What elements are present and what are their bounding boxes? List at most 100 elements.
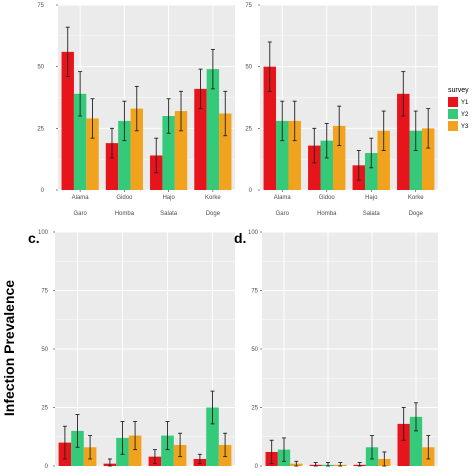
- legend-key-Y1: [448, 97, 458, 107]
- y-tick-label: 25: [41, 406, 48, 412]
- bar-Y2-gidoo: [118, 120, 131, 190]
- bar-Y3-gidoo: [128, 435, 142, 466]
- error-bar-Y1-korke: [197, 453, 202, 465]
- error-bar-Y1-korke: [401, 71, 406, 117]
- y-tick-label: 100: [248, 230, 259, 236]
- bar-Y1-korke: [397, 423, 410, 466]
- legend-title: survey: [448, 87, 469, 94]
- panel-letter: d.: [234, 230, 246, 246]
- bar-Y2-hajo: [161, 435, 174, 466]
- error-bar-Y3-hajo: [178, 432, 183, 458]
- error-bar-Y2-gidoo: [324, 122, 329, 159]
- legend-label: Y1: [461, 100, 469, 106]
- bar-Y1-alama: [61, 51, 74, 190]
- error-bar-Y3-hajo: [381, 110, 386, 151]
- bar-Y1-gidoo: [308, 145, 321, 190]
- error-bar-Y2-korke: [210, 390, 215, 425]
- bar-Y2-alama: [71, 430, 84, 466]
- error-bar-Y3-gidoo: [133, 421, 138, 451]
- x-tick-label: Alama: [72, 195, 90, 201]
- error-bar-Y3-alama: [88, 435, 93, 460]
- error-bar-Y2-korke: [210, 48, 215, 90]
- y-tick-label: 25: [37, 126, 44, 132]
- y-tick-label: 75: [245, 3, 252, 9]
- x-tick-label: Hajo: [162, 195, 175, 201]
- bar-Y1-korke: [194, 88, 207, 190]
- error-bar-Y3-hajo: [179, 90, 184, 132]
- error-bar-Y1-alama: [269, 439, 274, 465]
- bar-Y3-korke: [421, 128, 435, 190]
- bar-Y2-korke: [206, 407, 219, 466]
- x-tick-label: Alama: [274, 195, 292, 201]
- legend-label: Y3: [461, 124, 469, 130]
- error-bar-Y1-gidoo: [107, 458, 112, 467]
- error-bar-Y3-gidoo: [337, 105, 342, 147]
- y-axis-title: Infection Prevalence: [1, 280, 17, 416]
- y-tick-label: 0: [45, 464, 49, 470]
- y-tick-label: 50: [251, 347, 258, 353]
- error-bar-Y2-hajo: [166, 98, 171, 134]
- x-tick-sublabel: Homba: [115, 211, 135, 217]
- x-tick-label: Korke: [408, 195, 424, 201]
- x-tick-sublabel: Doge: [206, 211, 221, 217]
- error-bar-Y3-korke: [426, 435, 431, 460]
- error-bar-Y3-alama: [90, 98, 95, 139]
- x-tick-label: Hajo: [365, 195, 378, 201]
- error-bar-Y3-hajo: [382, 451, 387, 467]
- error-bar-Y3-alama: [294, 460, 299, 467]
- y-tick-label: 50: [245, 65, 252, 71]
- x-tick-sublabel: Doge: [409, 211, 424, 217]
- y-tick-label: 75: [41, 289, 48, 295]
- bar-Y3-korke: [219, 113, 232, 190]
- x-tick-label: Korke: [205, 195, 221, 201]
- bar-Y3-hajo: [174, 111, 188, 190]
- error-bar-Y2-alama: [282, 437, 286, 462]
- x-tick-sublabel: Homba: [317, 211, 337, 217]
- error-bar-Y1-hajo: [357, 462, 362, 467]
- error-bar-Y2-alama: [78, 71, 83, 117]
- error-bar-Y3-gidoo: [338, 462, 343, 467]
- bar-Y2-korke: [206, 69, 220, 190]
- bar-Y2-korke: [409, 416, 423, 466]
- bar-Y2-alama: [73, 93, 87, 190]
- y-tick-label: 0: [255, 464, 259, 470]
- bar-Y1-alama: [263, 66, 277, 190]
- error-bar-Y1-alama: [267, 41, 272, 92]
- error-bar-Y2-alama: [280, 100, 285, 142]
- error-bar-Y2-alama: [75, 414, 80, 448]
- legend-key-Y3: [448, 121, 458, 131]
- error-bar-Y2-gidoo: [326, 462, 330, 467]
- bar-Y2-korke: [409, 130, 422, 190]
- legend: survey Y1 Y2 Y3: [448, 87, 469, 131]
- error-bar-Y1-alama: [65, 26, 70, 77]
- bar-Y3-hajo: [377, 130, 390, 190]
- bar-Y2-gidoo: [320, 140, 333, 190]
- error-bar-Y1-gidoo: [313, 462, 318, 467]
- y-tick-label: 50: [41, 347, 48, 353]
- y-tick-label: 0: [41, 188, 45, 194]
- bar-Y1-gidoo: [105, 143, 119, 190]
- bar-Y2-hajo: [365, 153, 378, 190]
- bar-Y3-gidoo: [130, 108, 143, 190]
- error-bar-Y1-gidoo: [109, 127, 114, 159]
- x-tick-sublabel: Salata: [363, 211, 381, 217]
- error-bar-Y1-hajo: [154, 137, 159, 174]
- y-tick-label: 75: [251, 289, 258, 295]
- error-bar-Y1-hajo: [356, 150, 361, 181]
- y-tick-label: 75: [37, 3, 44, 9]
- error-bar-Y2-hajo: [369, 137, 374, 169]
- x-tick-sublabel: Garo: [73, 211, 87, 217]
- y-tick-label: 25: [245, 126, 252, 132]
- error-bar-Y3-korke: [426, 108, 431, 149]
- x-tick-sublabel: Salata: [160, 211, 178, 217]
- error-bar-Y3-korke: [223, 90, 228, 137]
- error-bar-Y2-gidoo: [120, 421, 125, 455]
- y-tick-label: 100: [38, 230, 49, 236]
- error-bar-Y1-gidoo: [312, 127, 317, 164]
- bar-Y2-alama: [276, 120, 289, 190]
- error-bar-Y2-gidoo: [122, 100, 127, 142]
- legend-label: Y2: [461, 112, 469, 118]
